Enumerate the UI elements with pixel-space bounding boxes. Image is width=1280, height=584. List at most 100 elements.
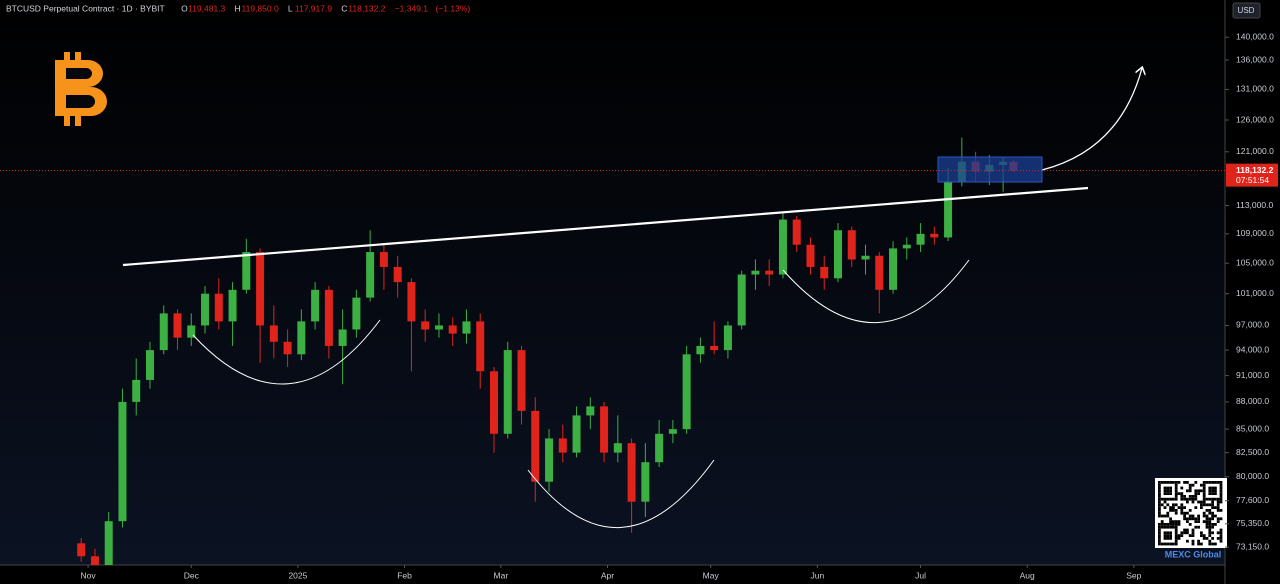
y-tick-label: 85,000.0 xyxy=(1236,423,1269,433)
qr-cell xyxy=(1200,506,1203,509)
qr-cell xyxy=(1205,481,1209,484)
candle-body xyxy=(600,406,609,453)
candle-body xyxy=(434,325,443,330)
qr-cell xyxy=(1177,492,1181,495)
qr-cell xyxy=(1177,481,1181,484)
qr-cell xyxy=(1186,500,1189,504)
qr-cell xyxy=(1188,489,1192,493)
qr-cell xyxy=(1158,489,1161,493)
qr-cell xyxy=(1163,514,1167,518)
cup-arc xyxy=(192,319,381,385)
candle-body xyxy=(476,321,485,372)
qr-cell xyxy=(1158,486,1161,490)
qr-cell xyxy=(1174,481,1178,484)
candle-body xyxy=(77,543,86,557)
candle-body xyxy=(723,325,732,351)
qr-cell xyxy=(1216,503,1220,507)
qr-cell xyxy=(1200,542,1203,546)
qr-cell xyxy=(1174,523,1178,526)
x-tick-label: Dec xyxy=(184,570,200,580)
qr-cell xyxy=(1202,503,1206,507)
candle-body xyxy=(448,325,457,334)
qr-cell xyxy=(1172,506,1175,509)
qr-cell xyxy=(1158,492,1161,495)
qr-cell xyxy=(1202,500,1206,504)
qr-cell xyxy=(1219,509,1223,512)
candle-body xyxy=(311,289,320,322)
qr-cell xyxy=(1197,492,1200,495)
y-tick-label: 136,000.0 xyxy=(1236,54,1274,64)
qr-cell xyxy=(1216,500,1220,504)
qr-cell xyxy=(1191,528,1195,532)
qr-cell xyxy=(1214,481,1217,484)
qr-cell xyxy=(1211,523,1214,526)
legend-key: L xyxy=(288,3,293,13)
qr-cell xyxy=(1166,511,1170,515)
qr-cell xyxy=(1174,486,1178,490)
qr-cell xyxy=(1174,509,1178,512)
candle-body xyxy=(366,252,375,298)
candle-body xyxy=(613,443,622,453)
qr-cell xyxy=(1186,528,1189,532)
qr-cell xyxy=(1208,525,1212,529)
qr-cell xyxy=(1186,531,1189,535)
legend-value: 118,132.2 xyxy=(348,3,385,13)
legend-value: 117,917.9 xyxy=(295,3,332,13)
qr-cell xyxy=(1174,539,1178,543)
qr-cell xyxy=(1172,481,1175,484)
qr-cell xyxy=(1158,537,1161,540)
candle-body xyxy=(778,219,787,275)
qr-cell xyxy=(1172,503,1175,507)
qr-cell xyxy=(1211,492,1214,495)
qr-cell xyxy=(1169,509,1172,512)
qr-cell xyxy=(1214,542,1217,546)
y-tick-label: 101,000.0 xyxy=(1236,288,1274,298)
qr-cell xyxy=(1169,497,1172,501)
candle-body xyxy=(682,354,691,430)
qr-cell xyxy=(1166,523,1170,526)
x-tick-label: Mar xyxy=(494,570,509,580)
y-tick-label: 109,000.0 xyxy=(1236,228,1274,238)
qr-cell xyxy=(1177,523,1181,526)
qr-cell xyxy=(1174,497,1178,501)
y-tick-label: 121,000.0 xyxy=(1236,146,1274,156)
qr-cell xyxy=(1205,537,1209,540)
candle-body xyxy=(875,255,884,290)
qr-cell xyxy=(1216,537,1220,540)
qr-cell xyxy=(1197,514,1200,518)
legend-change-pct: (−1.13%) xyxy=(436,3,471,13)
qr-cell xyxy=(1180,497,1184,501)
qr-cell xyxy=(1160,525,1164,529)
qr-cell xyxy=(1191,534,1195,537)
qr-cell xyxy=(1163,531,1167,535)
qr-cell xyxy=(1177,506,1181,509)
qr-cell xyxy=(1158,542,1161,546)
qr-cell xyxy=(1174,520,1178,523)
qr-cell xyxy=(1166,537,1170,540)
currency-box xyxy=(1232,2,1261,19)
qr-cell xyxy=(1163,500,1167,504)
qr-cell xyxy=(1172,523,1175,526)
qr-cell xyxy=(1205,523,1209,526)
qr-cell xyxy=(1191,495,1195,498)
candle-body xyxy=(256,252,265,326)
x-tick-label: Aug xyxy=(1020,570,1035,580)
qr-cell xyxy=(1183,506,1186,509)
legend-value: 119,850.0 xyxy=(242,3,279,13)
qr-cell xyxy=(1211,506,1214,509)
qr-cell xyxy=(1197,520,1200,523)
qr-cell xyxy=(1208,531,1212,535)
candle-body xyxy=(242,252,251,290)
x-tick-label: Jul xyxy=(915,570,926,580)
qr-cell xyxy=(1158,497,1161,501)
candle-body xyxy=(145,350,154,380)
qr-cell xyxy=(1174,531,1178,535)
qr-cell xyxy=(1163,492,1167,495)
legend-value: 119,481.3 xyxy=(188,3,225,13)
candle-body xyxy=(352,297,361,330)
price-axis xyxy=(1225,0,1280,584)
y-tick-label: 77,600.0 xyxy=(1236,495,1269,505)
watermark: MEXC Global xyxy=(1165,549,1222,559)
qr-cell xyxy=(1183,517,1186,521)
qr-cell xyxy=(1174,495,1178,498)
